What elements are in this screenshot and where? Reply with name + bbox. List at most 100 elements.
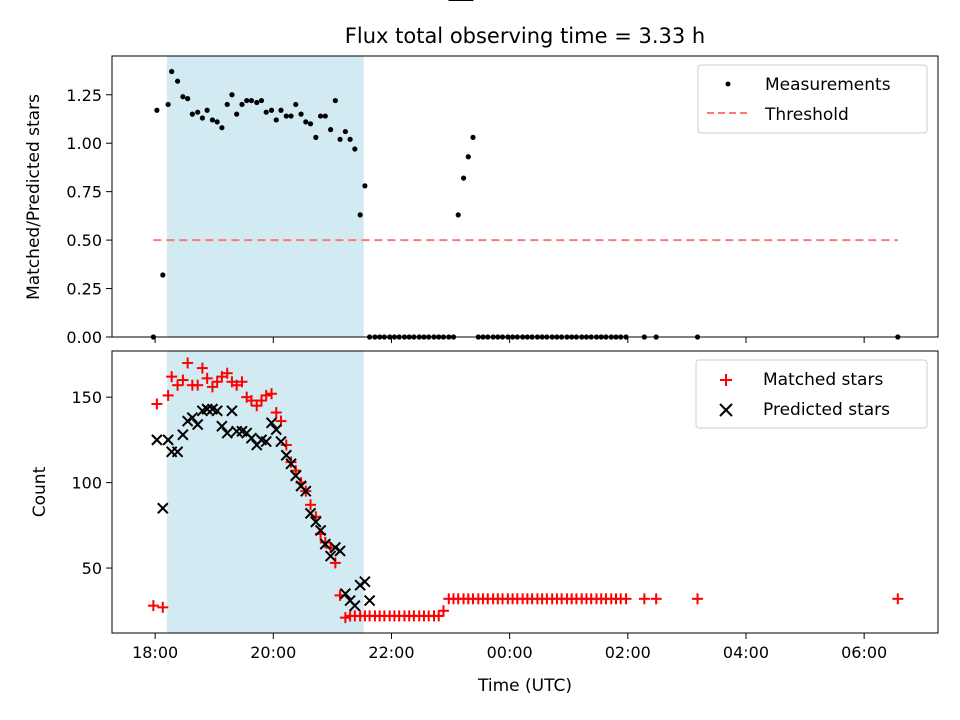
data-point-predicted [270, 423, 282, 436]
y-tick-label: 50 [82, 559, 102, 578]
data-point-measurement [268, 107, 275, 113]
y-axis-label-ratio: Matched/Predicted stars [24, 94, 44, 300]
data-point-matched [329, 557, 341, 569]
x-ticks-top [154, 337, 865, 343]
data-point-measurement [298, 111, 304, 117]
data-point-predicted [285, 458, 297, 470]
data-point-predicted [171, 446, 184, 458]
data-point-measurement [342, 128, 348, 135]
data-point-measurement [248, 97, 255, 104]
data-point-predicted [334, 545, 346, 557]
data-point-matched [192, 379, 204, 391]
data-point-predicted [191, 418, 204, 431]
data-point-predicted [339, 587, 352, 600]
y-tick-label: 0.75 [66, 183, 102, 202]
legend-box [697, 64, 928, 134]
data-point-matched [260, 389, 272, 401]
data-point-measurement [174, 78, 181, 84]
data-point-measurement [278, 107, 284, 113]
data-point-measurement [229, 92, 235, 98]
data-point-measurement [195, 109, 201, 115]
data-point-predicted [290, 470, 302, 482]
data-point-matched [196, 362, 208, 374]
data-point-matched [280, 439, 292, 451]
y-tick-label: 0.50 [66, 231, 102, 250]
data-point-measurement [244, 97, 250, 104]
y-axis-ratio: 0.00 0.25 0.50 0.75 1.00 1.25 [66, 86, 112, 347]
data-point-predicted [211, 405, 223, 417]
data-point-measurement [332, 97, 338, 104]
legend-box [695, 359, 928, 429]
data-point-measurement [313, 134, 319, 140]
data-point-predicted [260, 435, 272, 448]
legend-marker-matched [720, 374, 732, 386]
data-point-measurement [293, 101, 299, 108]
data-point-matched [692, 593, 704, 605]
data-point-measurement [273, 117, 279, 123]
data-point-measurement [185, 96, 191, 102]
y-axis-count: 50 100 150 [71, 388, 112, 578]
data-point-matched [285, 456, 297, 468]
data-point-measurement [470, 134, 476, 140]
data-point-measurement [307, 121, 314, 127]
data-point-measurement [204, 107, 210, 113]
data-point-predicted [221, 427, 233, 439]
data-point-measurement [180, 94, 186, 100]
data-point-matched [147, 600, 159, 612]
data-point-measurement [337, 136, 343, 142]
data-point-predicted [186, 411, 199, 424]
data-point-measurement [209, 117, 216, 123]
data-point-measurement [239, 101, 245, 108]
x-tick-label: 02:00 [605, 643, 651, 662]
data-point-predicted [177, 429, 189, 441]
data-point-matched [290, 465, 302, 477]
legend-label-threshold: Threshold [764, 105, 849, 125]
x-tick-label: 22:00 [368, 643, 414, 662]
x-tick-label: 04:00 [723, 643, 769, 662]
data-point-measurement [154, 107, 160, 113]
data-point-matched [638, 593, 650, 605]
legend-label-measurements: Measurements [765, 75, 891, 95]
data-point-matched [892, 593, 904, 605]
data-point-measurement [263, 109, 269, 115]
data-point-predicted [151, 434, 163, 446]
data-point-measurement [214, 119, 220, 125]
data-point-predicted [349, 599, 361, 612]
data-point-predicted [324, 550, 337, 562]
data-point-measurement [465, 154, 471, 160]
data-point-measurement [219, 125, 225, 131]
data-point-matched [166, 371, 178, 383]
legend-label-predicted: Predicted stars [763, 400, 890, 420]
data-point-matched [620, 593, 632, 605]
data-point-measurement [460, 175, 467, 181]
data-point-measurement [224, 101, 230, 108]
data-point-matched [319, 536, 331, 548]
data-point-predicted [314, 524, 327, 537]
data-point-measurement [328, 127, 334, 133]
plot-frame-bottom [111, 350, 939, 634]
data-point-matched [206, 381, 218, 393]
data-point-predicted [162, 434, 174, 446]
x-tick-label: 06:00 [841, 643, 887, 662]
data-point-predicted [265, 417, 278, 429]
data-point-measurement [362, 183, 368, 189]
data-point-measurement [199, 115, 205, 121]
data-point-predicted [304, 507, 317, 520]
data-point-matched [339, 612, 351, 624]
data-point-predicted [280, 449, 293, 461]
data-point-matched [305, 499, 317, 511]
y-tick-label: 100 [71, 474, 102, 493]
data-point-measurement [283, 113, 289, 119]
chart-title: Flux total observing time = 3.33 h [345, 24, 705, 48]
y-tick-label: 0.00 [66, 328, 102, 347]
x-tick-label: 18:00 [132, 643, 178, 662]
data-point-predicted [157, 502, 169, 514]
data-point-matched [211, 376, 223, 388]
data-point-matched [650, 593, 662, 605]
legend-ratio: Measurements Threshold [697, 64, 928, 134]
data-point-predicted [319, 538, 332, 550]
data-point-matched [251, 400, 263, 412]
panel-ratio: 0.00 0.25 0.50 0.75 1.00 1.25 Matched/Predict… [24, 55, 939, 347]
data-point-measurement [455, 212, 461, 218]
x-axis-time: 18:00 20:00 22:00 00:00 02:00 04:00 06:00 [132, 633, 887, 662]
